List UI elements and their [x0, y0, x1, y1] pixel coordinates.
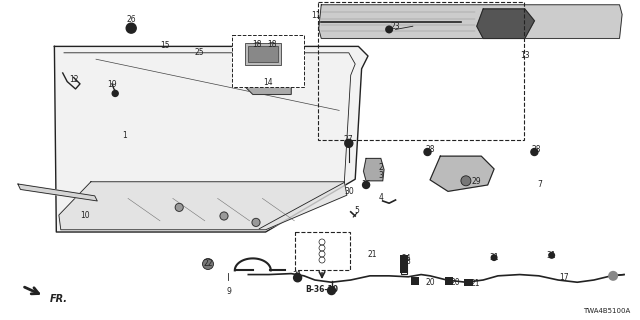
Text: 10: 10: [80, 211, 90, 220]
Text: 20: 20: [451, 278, 461, 287]
Circle shape: [112, 91, 118, 96]
Circle shape: [175, 204, 183, 212]
Polygon shape: [243, 59, 291, 94]
Text: 3: 3: [378, 171, 383, 180]
Text: 29: 29: [472, 177, 482, 186]
Text: 26: 26: [126, 15, 136, 24]
Text: 11: 11: [311, 11, 320, 20]
Circle shape: [531, 148, 538, 156]
Circle shape: [294, 272, 301, 279]
Circle shape: [608, 271, 618, 281]
Text: 5: 5: [355, 206, 360, 215]
Text: B-36-10: B-36-10: [305, 285, 339, 294]
Text: 21: 21: [470, 279, 479, 288]
Text: 14: 14: [262, 78, 273, 87]
Circle shape: [424, 148, 431, 156]
Circle shape: [345, 140, 353, 147]
Bar: [445, 277, 453, 285]
Text: TWA4B5100A: TWA4B5100A: [583, 308, 630, 314]
Text: 31: 31: [489, 253, 499, 262]
Text: 6: 6: [329, 286, 334, 295]
Circle shape: [126, 23, 136, 33]
Text: 27: 27: [344, 135, 354, 144]
Text: 9: 9: [226, 287, 231, 296]
Circle shape: [363, 181, 369, 188]
Text: FR.: FR.: [50, 294, 68, 304]
Text: 2: 2: [378, 164, 383, 172]
Circle shape: [461, 176, 471, 186]
Circle shape: [548, 252, 555, 259]
Circle shape: [491, 254, 497, 261]
Text: 1: 1: [122, 132, 127, 140]
Circle shape: [202, 259, 214, 269]
Circle shape: [328, 287, 335, 294]
Text: 8: 8: [406, 257, 411, 266]
Bar: [245, 43, 281, 65]
Bar: [318, 2, 524, 140]
Polygon shape: [430, 156, 494, 191]
Text: 31: 31: [547, 251, 557, 260]
Polygon shape: [54, 46, 368, 232]
Text: 13: 13: [520, 52, 530, 60]
Text: 15: 15: [160, 41, 170, 50]
Bar: [232, 35, 304, 87]
Polygon shape: [477, 9, 534, 38]
Text: 24: 24: [401, 254, 412, 263]
Circle shape: [252, 218, 260, 226]
Text: 30: 30: [344, 187, 354, 196]
Polygon shape: [59, 182, 347, 230]
Text: 20: 20: [425, 278, 435, 287]
Circle shape: [385, 25, 393, 33]
Bar: [465, 279, 474, 286]
Text: 18: 18: [268, 40, 276, 49]
Text: 12: 12: [69, 75, 78, 84]
Circle shape: [252, 42, 262, 52]
Text: 22: 22: [204, 259, 212, 268]
Bar: [401, 262, 408, 274]
Text: 28: 28: [426, 145, 435, 154]
Text: 31: 31: [292, 271, 303, 280]
Text: 7: 7: [537, 180, 542, 189]
Circle shape: [267, 42, 277, 52]
Text: 16: 16: [361, 180, 371, 189]
Circle shape: [294, 274, 301, 282]
Polygon shape: [319, 5, 622, 38]
Bar: [401, 255, 408, 273]
Text: 4: 4: [378, 193, 383, 202]
Bar: [411, 277, 419, 285]
Text: 25: 25: [195, 48, 205, 57]
Circle shape: [220, 212, 228, 220]
Text: 28: 28: [532, 145, 541, 154]
Bar: [295, 232, 350, 270]
Polygon shape: [364, 158, 384, 181]
Bar: [248, 46, 278, 62]
Polygon shape: [18, 184, 97, 201]
Text: 19: 19: [107, 80, 117, 89]
Text: 23: 23: [390, 22, 401, 31]
Text: 21: 21: [368, 250, 377, 259]
Text: 17: 17: [559, 273, 570, 282]
Text: 18: 18: [253, 40, 262, 49]
